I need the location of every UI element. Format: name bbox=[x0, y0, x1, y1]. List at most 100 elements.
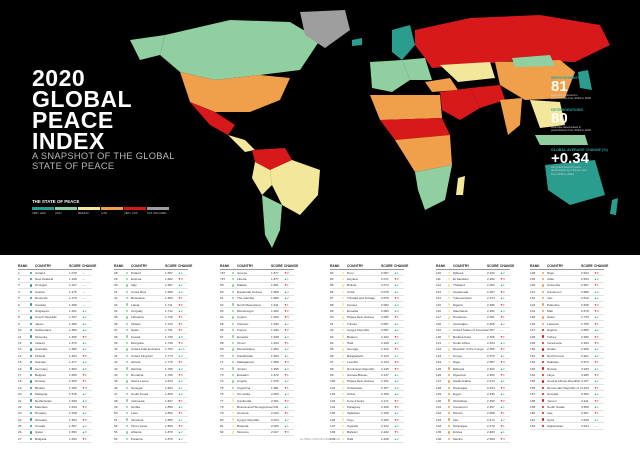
score-cell: 1.477 bbox=[69, 360, 77, 365]
change-cell: ▲1 bbox=[500, 353, 505, 358]
country-cell: Denmark bbox=[35, 296, 48, 301]
table-row: 158 Yemen 3.411 ▼2 bbox=[530, 398, 604, 405]
change-cell: ▲1 bbox=[500, 379, 505, 384]
score-cell: 3.300 bbox=[581, 392, 589, 397]
rank-cell: 35 bbox=[114, 315, 118, 320]
table-row: 51 Tanzania 1.855 ▲1 bbox=[114, 417, 188, 424]
change-cell: ▲2 bbox=[284, 379, 289, 384]
score-dot-cell bbox=[542, 412, 547, 415]
change-cell: ▼3 bbox=[284, 360, 289, 365]
score-cell: 1.711 bbox=[165, 302, 173, 307]
score-cell: 1.898 bbox=[271, 289, 279, 294]
rank-cell: 27 bbox=[18, 436, 22, 441]
score-cell: 2.733 bbox=[581, 315, 589, 320]
rank-cell: 28 bbox=[114, 270, 118, 275]
score-dot-cell bbox=[342, 424, 347, 428]
country-cell: Oman bbox=[237, 340, 246, 345]
score-color-dot bbox=[30, 437, 33, 441]
country-cell: Montenegro bbox=[237, 309, 254, 314]
table-row: 98 Dominican Republic 2.145 ▼3 bbox=[330, 366, 404, 373]
header-country: COUNTRY bbox=[35, 264, 52, 268]
country-cell: Finland bbox=[35, 353, 46, 358]
score-color-dot bbox=[30, 367, 33, 370]
change-cell: ▲4 bbox=[178, 353, 183, 358]
score-cell: 1.870 bbox=[165, 430, 173, 435]
rank-cell: 115 bbox=[436, 302, 441, 307]
table-row: 105 Tajikistan 2.195 ▲1 bbox=[330, 411, 404, 417]
score-cell: 1.850 bbox=[165, 404, 173, 409]
score-dot-cell bbox=[126, 284, 131, 287]
country-cell: Latvia bbox=[131, 302, 140, 307]
change-cell: ▲4 bbox=[178, 379, 183, 384]
score-dot-cell bbox=[542, 354, 547, 357]
score-dot-cell bbox=[542, 303, 547, 306]
score-dot-cell bbox=[126, 386, 131, 389]
score-dot-cell bbox=[342, 386, 347, 389]
header-change: CHANGE bbox=[82, 264, 97, 268]
country-cell: Kazakhstan bbox=[237, 353, 254, 358]
score-cell: 1.593 bbox=[69, 436, 77, 441]
table-row: 50 Laos 1.852 ▼1 bbox=[114, 411, 188, 417]
rank-cell: 82 bbox=[220, 430, 224, 435]
rank-cell: 70 bbox=[220, 353, 224, 358]
score-cell: 1.544 bbox=[69, 404, 77, 409]
stat-value: +0.34 bbox=[551, 150, 589, 167]
score-cell: 1.965 bbox=[271, 366, 279, 371]
change-cell: ▲2 bbox=[394, 328, 399, 333]
country-cell: Iran bbox=[453, 417, 459, 422]
score-color-dot bbox=[30, 380, 33, 383]
score-cell: 1.944 bbox=[271, 340, 279, 345]
country-cell: Guatemala bbox=[453, 289, 469, 294]
score-dot-cell bbox=[542, 380, 547, 383]
header-country: COUNTRY bbox=[547, 264, 564, 268]
country-cell: Guinea-Bissau bbox=[347, 372, 368, 377]
region-central-africa bbox=[395, 135, 452, 172]
score-dot-cell bbox=[342, 303, 347, 306]
change-cell: ▲1 bbox=[394, 283, 399, 288]
change-cell: ▼2 bbox=[500, 289, 505, 294]
score-dot-cell bbox=[30, 322, 35, 326]
score-color-dot bbox=[542, 392, 545, 396]
score-color-dot bbox=[542, 367, 545, 370]
score-cell: 1.515 bbox=[69, 392, 77, 397]
country-cell: Rwanda bbox=[237, 424, 249, 429]
score-cell: 1.981 bbox=[271, 385, 279, 390]
rank-cell: 152 bbox=[530, 360, 536, 365]
table-row: 143 Palestine 2.628 ▼2 bbox=[530, 302, 604, 309]
score-cell: 2.413 bbox=[487, 379, 495, 384]
score-color-dot bbox=[232, 412, 235, 415]
score-dot-cell bbox=[542, 399, 547, 402]
score-dot-cell bbox=[342, 297, 347, 300]
score-cell: 2.057 bbox=[381, 270, 389, 275]
region-madagascar bbox=[456, 176, 465, 195]
rank-cell: 138 bbox=[530, 270, 536, 275]
country-cell: North Korea bbox=[547, 353, 564, 358]
rank-cell: 23 bbox=[18, 411, 22, 416]
score-cell: 2.376 bbox=[487, 353, 495, 358]
rank-cell: 129 bbox=[436, 392, 442, 397]
change-cell: ▲2 bbox=[178, 366, 183, 371]
change-cell: ▲1 bbox=[178, 270, 183, 275]
table-row: 42 Ghana 1.776 ▼1 bbox=[114, 359, 188, 366]
score-color-dot bbox=[448, 392, 451, 396]
score-color-dot bbox=[232, 392, 235, 396]
table-row: 86 Cuba 2.076 ▲1 bbox=[330, 289, 404, 296]
legend-swatch bbox=[55, 207, 77, 210]
table-row: 136 Mexico 2.500 ▼3 bbox=[436, 436, 510, 443]
change-cell: ▼2 bbox=[82, 404, 87, 409]
country-cell: Czech Republic bbox=[35, 315, 57, 320]
change-cell: ▲3 bbox=[284, 366, 289, 371]
change-cell: ▲2 bbox=[500, 366, 505, 371]
change-cell: ▲1 bbox=[394, 411, 399, 416]
score-color-dot bbox=[448, 322, 451, 326]
score-cell: 2.212 bbox=[381, 424, 389, 429]
score-color-dot bbox=[30, 418, 33, 421]
table-row: 26 Qatar 1.583 ▲5 bbox=[18, 430, 92, 437]
table-row: 128 Nicaragua 2.423 ▼3 bbox=[436, 385, 510, 392]
rank-cell: 74 bbox=[220, 379, 224, 384]
change-cell: ▲1 bbox=[82, 315, 87, 320]
score-cell: 2.450 bbox=[487, 398, 495, 403]
table-row: 114 Turkmenistan 2.274 ▲1 bbox=[436, 296, 510, 302]
score-dot-cell bbox=[232, 392, 237, 396]
rank-cell: 65 bbox=[220, 321, 224, 326]
